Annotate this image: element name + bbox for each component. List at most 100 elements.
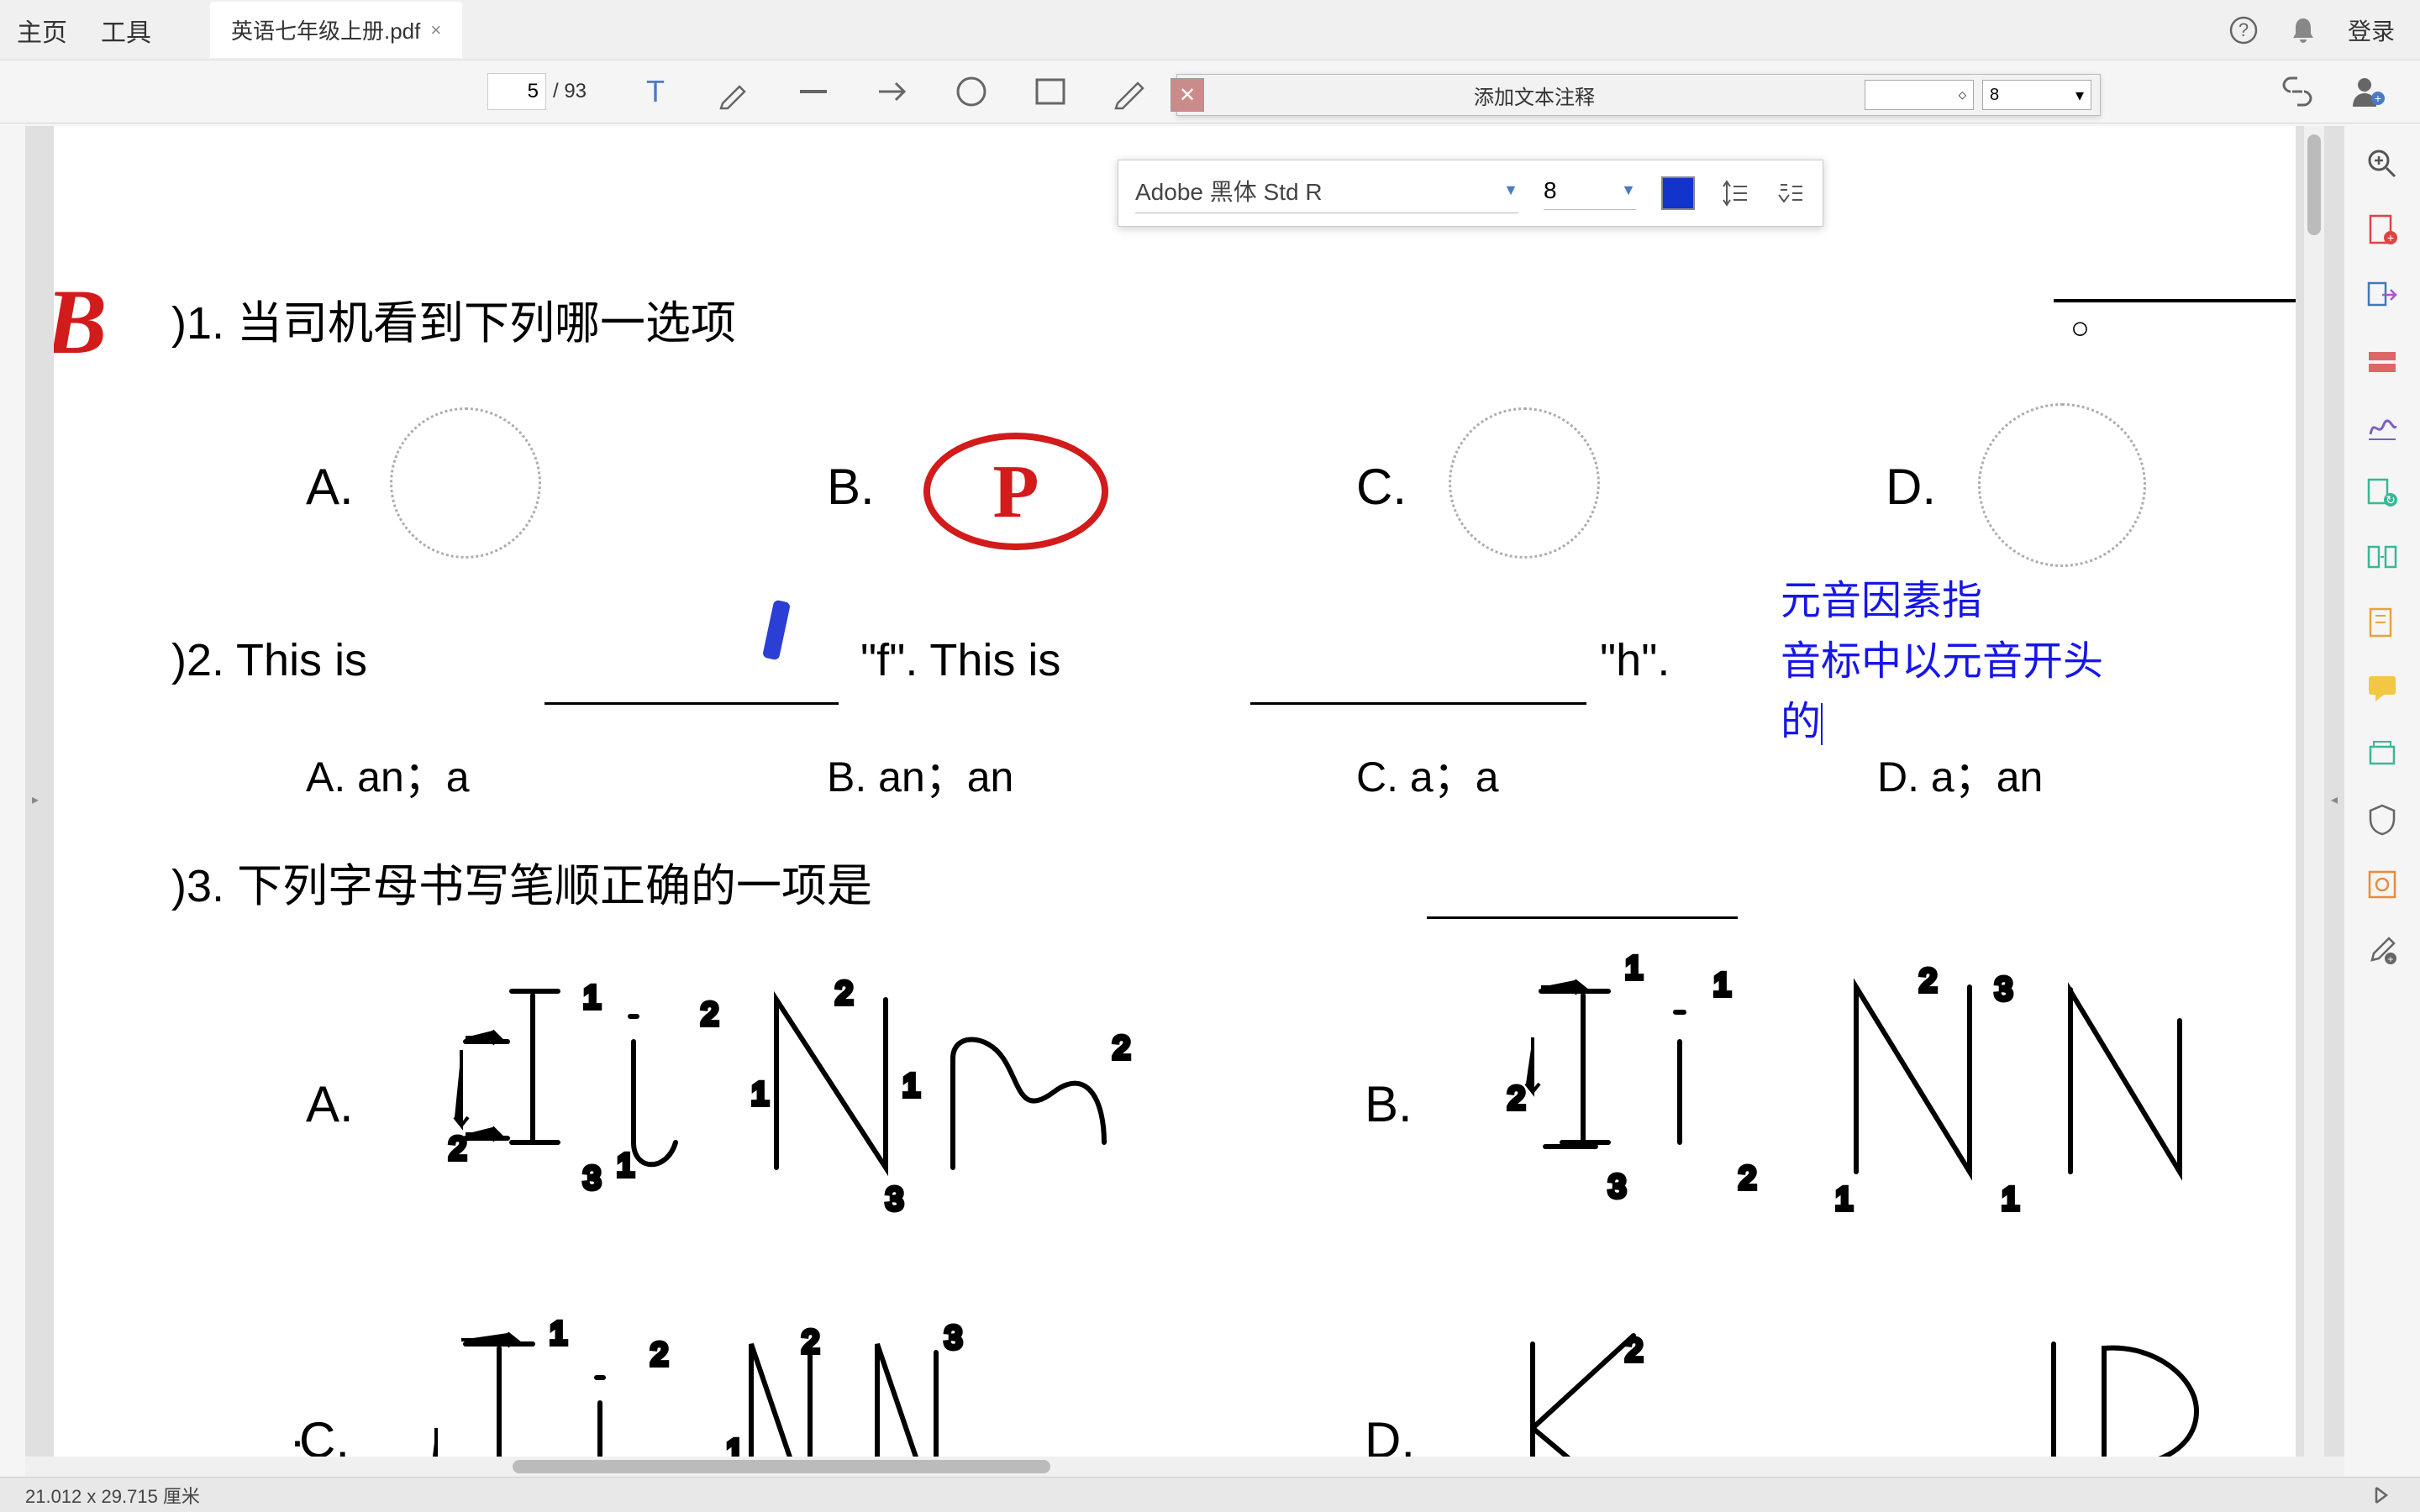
compare-icon[interactable] <box>2365 606 2399 639</box>
comment-dropdown-1[interactable]: ◇ <box>1865 80 1974 110</box>
q3-option-a: A. <box>306 1075 354 1133</box>
font-size-select[interactable]: 8 ▼ <box>1544 177 1636 210</box>
q1-option-d: D. <box>1886 458 1936 516</box>
svg-text:1: 1 <box>617 1148 634 1184</box>
svg-text:2: 2 <box>1919 963 1937 999</box>
q1-option-c: C. <box>1356 458 1407 516</box>
svg-text:+: + <box>2387 231 2394 244</box>
horizontal-scrollbar[interactable] <box>25 1457 2344 1477</box>
q2-part3: "h". <box>1600 634 1670 686</box>
q1-option-b: B. <box>827 458 875 516</box>
convert-pdf-icon[interactable]: + <box>2365 213 2399 246</box>
svg-text:3: 3 <box>1608 1169 1626 1205</box>
stroke-diagram-b: 1 2 3 1 2 1 2 3 1 <box>1482 941 2272 1226</box>
svg-text:2: 2 <box>1113 1031 1130 1066</box>
text-tool-icon[interactable]: T <box>637 73 674 110</box>
font-family-select[interactable]: Adobe 黑体 Std R ▼ <box>1135 174 1518 213</box>
menu-bar: 主页 工具 英语七年级上册.pdf × ? 登录 <box>0 0 2420 60</box>
comment-icon[interactable] <box>2365 671 2399 705</box>
sign-icon[interactable] <box>2365 409 2399 443</box>
annotation-answer-b: B <box>54 269 107 375</box>
svg-text:1: 1 <box>1625 951 1643 986</box>
right-panel-expand-icon[interactable]: ◂ <box>2324 126 2344 1473</box>
page-dimensions-label: 21.012 x 29.715 厘米 <box>25 1482 200 1509</box>
circle-tool-icon[interactable] <box>953 73 990 110</box>
close-comment-icon[interactable]: ✕ <box>1171 78 1204 112</box>
status-bar: 21.012 x 29.715 厘米 <box>0 1477 2420 1512</box>
organize-icon[interactable]: ↻ <box>2365 475 2399 508</box>
stroke-diagram-d: 2 <box>1482 1302 2238 1473</box>
svg-text:+: + <box>2387 953 2393 965</box>
page-number-input[interactable] <box>487 73 546 110</box>
compress-icon[interactable] <box>2365 540 2399 574</box>
q2-part1: )2. This is <box>171 634 367 686</box>
q2-option-a: A. an；a <box>306 743 470 804</box>
arrow-tool-icon[interactable] <box>874 73 911 110</box>
svg-text:2: 2 <box>449 1131 466 1167</box>
bell-icon[interactable] <box>2288 15 2318 45</box>
line-tool-icon[interactable] <box>795 73 832 110</box>
svg-text:2: 2 <box>1507 1081 1525 1116</box>
text-color-swatch[interactable] <box>1661 176 1695 210</box>
svg-text:3: 3 <box>583 1161 601 1196</box>
svg-text:2: 2 <box>802 1325 819 1360</box>
font-options-bar: Adobe 黑体 Std R ▼ 8 ▼ <box>1118 160 1823 227</box>
rectangle-tool-icon[interactable] <box>1032 73 1069 110</box>
annotation-blue-tick <box>762 600 791 661</box>
document-tab[interactable]: 英语七年级上册.pdf × <box>210 2 462 58</box>
svg-text:2: 2 <box>701 997 718 1032</box>
form-icon[interactable] <box>2365 868 2399 901</box>
right-tools-rail: + ↻ + <box>2353 130 2412 967</box>
q3-option-b: B. <box>1365 1075 1413 1133</box>
menu-tools[interactable]: 工具 <box>101 12 151 49</box>
svg-text:1: 1 <box>550 1316 567 1352</box>
link-icon[interactable] <box>2279 73 2316 110</box>
svg-text:T: T <box>646 74 665 108</box>
svg-text:2: 2 <box>1739 1161 1756 1196</box>
login-button[interactable]: 登录 <box>2348 13 2395 47</box>
more-tools-icon[interactable]: + <box>2365 933 2399 967</box>
svg-text:+: + <box>2375 92 2381 105</box>
left-panel-expand-icon[interactable]: ▸ <box>25 126 45 1473</box>
svg-text:2: 2 <box>1625 1333 1643 1368</box>
svg-text:1: 1 <box>583 980 601 1016</box>
scan-icon[interactable] <box>2365 737 2399 770</box>
svg-text:?: ? <box>2238 19 2249 40</box>
protect-icon[interactable] <box>2365 802 2399 836</box>
comment-size-select[interactable]: 8▾ <box>1982 80 2091 110</box>
q3-text: )3. 下列字母书写笔顺正确的一项是 <box>171 848 872 915</box>
q2-part2: "f". This is <box>860 634 1060 686</box>
svg-text:1: 1 <box>751 1077 769 1112</box>
stroke-diagram-a: 2 1 3 2 1 1 1 2 2 3 <box>415 949 1188 1226</box>
document-page: B )1. 当司机看到下列哪一选项 ○ A. B. P C. D. )2. Th… <box>54 126 2296 1473</box>
svg-text:3: 3 <box>1995 972 2012 1007</box>
vertical-scroll-thumb[interactable] <box>2307 134 2321 235</box>
annotation-circle-p: P <box>923 433 1108 550</box>
pencil-tool-icon[interactable] <box>1111 73 1148 110</box>
share-user-icon[interactable]: + <box>2349 73 2386 110</box>
menu-home[interactable]: 主页 <box>17 12 67 49</box>
export-icon[interactable] <box>2365 278 2399 312</box>
svg-text:1: 1 <box>1835 1182 1853 1217</box>
line-spacing-icon[interactable] <box>1720 178 1750 208</box>
svg-text:1: 1 <box>2002 1182 2019 1217</box>
highlight-tool-icon[interactable] <box>716 73 753 110</box>
q1-option-a: A. <box>306 458 354 516</box>
text-comment-titlebar: ✕ 添加文本注释 ◇ 8▾ <box>1176 74 2101 116</box>
q1-text: )1. 当司机看到下列哪一选项 <box>171 286 736 352</box>
help-icon[interactable]: ? <box>2228 15 2259 45</box>
svg-text:3: 3 <box>944 1320 962 1356</box>
stroke-diagram-c: 1 1 2 1 2 1 3 <box>407 1302 1163 1473</box>
horizontal-scroll-thumb[interactable] <box>513 1460 1050 1473</box>
close-tab-icon[interactable]: × <box>430 19 441 41</box>
tab-title: 英语七年级上册.pdf <box>231 14 420 45</box>
svg-text:2: 2 <box>650 1337 668 1373</box>
paragraph-spacing-icon[interactable] <box>1776 178 1806 208</box>
svg-text:2: 2 <box>835 976 853 1011</box>
statusbar-expand-icon[interactable] <box>2370 1483 2395 1508</box>
annotation-blue-note[interactable]: 元音因素指 音标中以元音开头 的 <box>1781 571 2103 753</box>
zoom-icon[interactable] <box>2365 147 2399 181</box>
edit-pdf-icon[interactable] <box>2365 344 2399 377</box>
vertical-scrollbar[interactable] <box>2304 126 2324 1473</box>
q2-option-c: C. a；a <box>1356 743 1499 804</box>
